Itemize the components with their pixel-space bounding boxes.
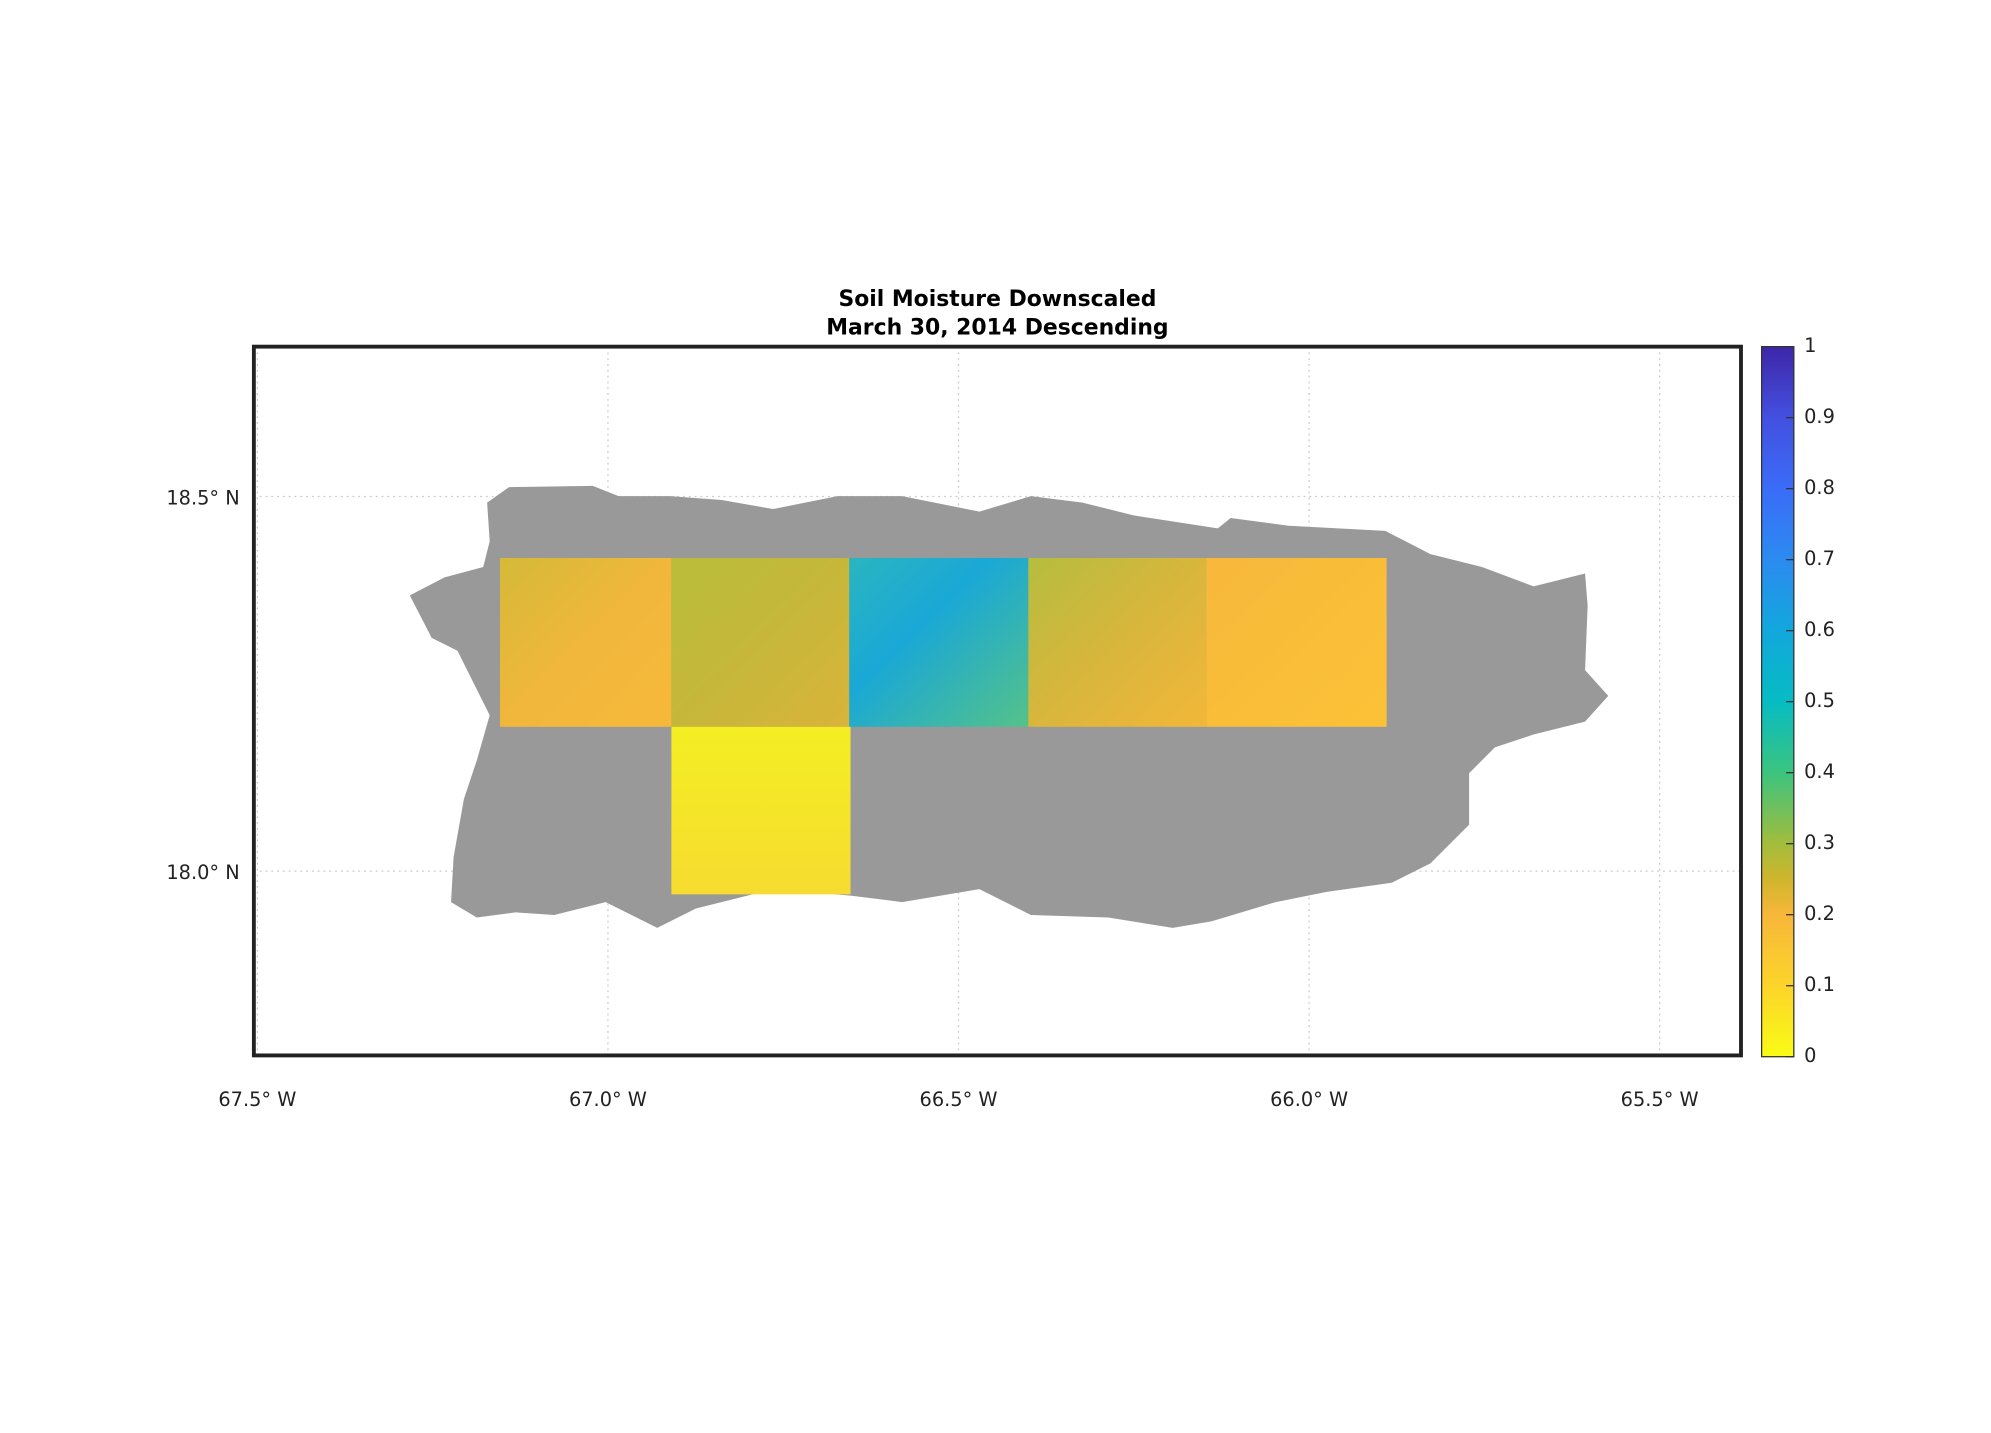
colorbar-tick-label: 1 — [1804, 334, 1816, 357]
tile — [500, 557, 672, 727]
colorbar-tick-label: 0 — [1804, 1044, 1816, 1067]
tile — [671, 726, 851, 895]
colorbar-tick-label: 0.3 — [1804, 831, 1835, 854]
colorbar-tick-label: 0.1 — [1804, 973, 1835, 996]
tile — [1206, 557, 1387, 727]
colorbar-tick-label: 0.6 — [1804, 618, 1835, 641]
chart-title: Soil Moisture Downscaled — [838, 287, 1156, 312]
chart-subtitle: March 30, 2014 Descending — [826, 316, 1168, 341]
colorbar-tick-label: 0.4 — [1804, 760, 1835, 783]
y-tick-label: 18.5° N — [166, 487, 239, 510]
tile — [671, 557, 850, 727]
tile — [849, 557, 1029, 727]
colorbar-tick-label: 0.2 — [1804, 902, 1835, 925]
map-frame — [251, 344, 1743, 1058]
soil-moisture-tiles — [500, 557, 1387, 895]
x-tick-label: 66.0° W — [1270, 1088, 1348, 1111]
x-tick-label: 67.5° W — [218, 1088, 296, 1111]
colorbar-tick-label: 0.8 — [1804, 476, 1835, 499]
x-tick-label: 65.5° W — [1621, 1088, 1699, 1111]
x-tick-label: 66.5° W — [920, 1088, 998, 1111]
colorbar-tick-label: 0.5 — [1804, 689, 1835, 712]
colorbar-tick-label: 0.9 — [1804, 405, 1835, 428]
y-tick-label: 18.0° N — [166, 861, 239, 884]
labels: 67.5° W 67.0° W 66.5° W 66.0° W 65.5° W 18.0°… — [166, 334, 1835, 1111]
x-tick-label: 67.0° W — [569, 1088, 647, 1111]
tile — [1028, 557, 1207, 727]
colorbar-tick-label: 0.7 — [1804, 547, 1835, 570]
